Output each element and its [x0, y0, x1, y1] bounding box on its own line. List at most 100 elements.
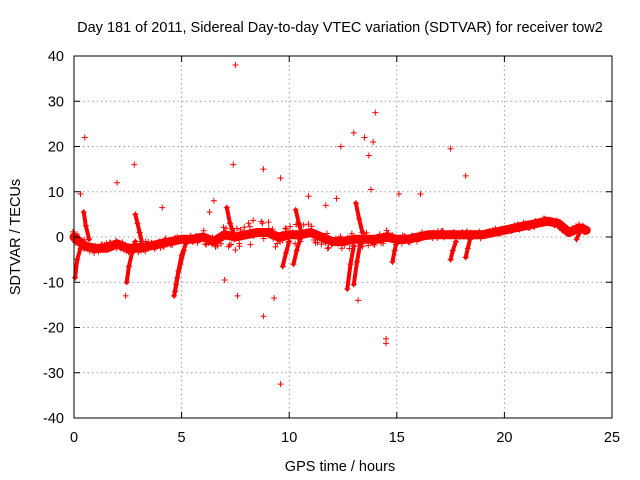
- tail-point: [174, 274, 181, 281]
- tail-point: [466, 236, 473, 243]
- band-point: [344, 234, 351, 241]
- band-point: [194, 239, 201, 246]
- band-point: [422, 231, 429, 238]
- x-tick-label: 5: [178, 430, 186, 446]
- band-point: [434, 234, 441, 241]
- tail-point: [393, 238, 400, 245]
- band-point: [283, 226, 290, 233]
- band-point: [551, 222, 558, 229]
- band-point: [220, 224, 227, 231]
- band-point: [308, 223, 315, 230]
- y-tick-label: 30: [48, 94, 64, 110]
- outlier-point: [232, 62, 239, 69]
- band-point: [135, 249, 142, 256]
- tail-point: [464, 245, 471, 252]
- band-point: [270, 235, 277, 242]
- outlier-point: [372, 109, 379, 116]
- band-point: [287, 223, 294, 230]
- band-point: [145, 238, 152, 245]
- outlier-point: [260, 166, 267, 173]
- band-point: [117, 245, 124, 252]
- band-point: [221, 228, 228, 235]
- outlier-point: [159, 204, 166, 211]
- tail-point: [350, 281, 357, 288]
- band-point: [148, 239, 155, 246]
- band-point: [311, 237, 318, 244]
- band-point: [575, 221, 582, 228]
- tail-point: [171, 292, 178, 299]
- outlier-point: [230, 161, 237, 168]
- band-point: [160, 243, 167, 250]
- band-point: [237, 226, 244, 233]
- band-point: [266, 231, 273, 238]
- band-point: [232, 246, 239, 253]
- y-tick-label: 40: [48, 49, 64, 65]
- band-point: [348, 230, 355, 237]
- axis-ticks: [73, 55, 613, 419]
- band-point: [74, 231, 81, 238]
- outlier-point: [210, 197, 217, 204]
- outlier-point: [260, 313, 267, 320]
- band-point: [289, 229, 296, 236]
- band-point: [323, 230, 330, 237]
- band-point: [397, 235, 404, 242]
- tail-point: [347, 261, 354, 268]
- tail-point: [227, 220, 234, 227]
- band-point: [314, 239, 321, 246]
- band-point: [269, 226, 276, 233]
- band-point: [265, 225, 272, 232]
- band-point: [516, 226, 523, 233]
- tail-point: [357, 240, 364, 247]
- band-point: [241, 224, 248, 231]
- band-point: [407, 239, 414, 246]
- tail-point: [447, 256, 454, 263]
- tail-point: [72, 274, 79, 281]
- y-tick-label: -10: [43, 275, 64, 291]
- tail-point: [292, 206, 299, 213]
- y-tick-label: -20: [43, 321, 64, 337]
- band-point: [329, 240, 336, 247]
- band-point: [200, 227, 207, 234]
- tail-point: [129, 249, 136, 256]
- tail-point: [74, 256, 81, 263]
- chart-title: Day 181 of 2011, Sidereal Day-to-day VTE…: [77, 20, 603, 36]
- tail-point: [344, 286, 351, 293]
- outlier-point: [350, 129, 357, 136]
- x-tick-label: 20: [496, 430, 512, 446]
- outlier-point: [271, 295, 278, 302]
- y-axis-label: SDTVAR / TECUs: [8, 179, 24, 295]
- data-band: [69, 215, 591, 256]
- tail-point: [132, 238, 139, 245]
- outlier-point: [365, 152, 372, 159]
- x-tick-label: 10: [281, 430, 297, 446]
- tail-point: [180, 247, 187, 254]
- tail-point: [299, 231, 306, 238]
- outlier-point: [333, 195, 340, 202]
- x-tick-labels: 0 5 10 15 20 25: [70, 430, 620, 446]
- band-point: [214, 242, 221, 249]
- band-point: [120, 247, 127, 254]
- tail-point: [82, 222, 89, 229]
- band-point: [243, 232, 250, 239]
- tail-point: [350, 243, 357, 250]
- outlier-point: [447, 145, 454, 152]
- band-point: [70, 228, 77, 235]
- band-point: [384, 231, 391, 238]
- tail-point: [449, 247, 456, 254]
- band-point: [370, 241, 377, 248]
- band-point: [115, 240, 122, 247]
- y-tick-label: -40: [43, 411, 64, 427]
- tail-point: [282, 249, 289, 256]
- band-point: [162, 235, 169, 242]
- band-point: [86, 248, 93, 255]
- outlier-point: [462, 172, 469, 179]
- band-point: [177, 237, 184, 244]
- band-point: [174, 234, 181, 241]
- y-tick-label: 20: [48, 140, 64, 156]
- tail-point: [576, 229, 583, 236]
- y-tick-label: 0: [56, 230, 64, 246]
- outlier-point: [221, 276, 228, 283]
- band-point: [467, 229, 474, 236]
- band-point: [324, 245, 331, 252]
